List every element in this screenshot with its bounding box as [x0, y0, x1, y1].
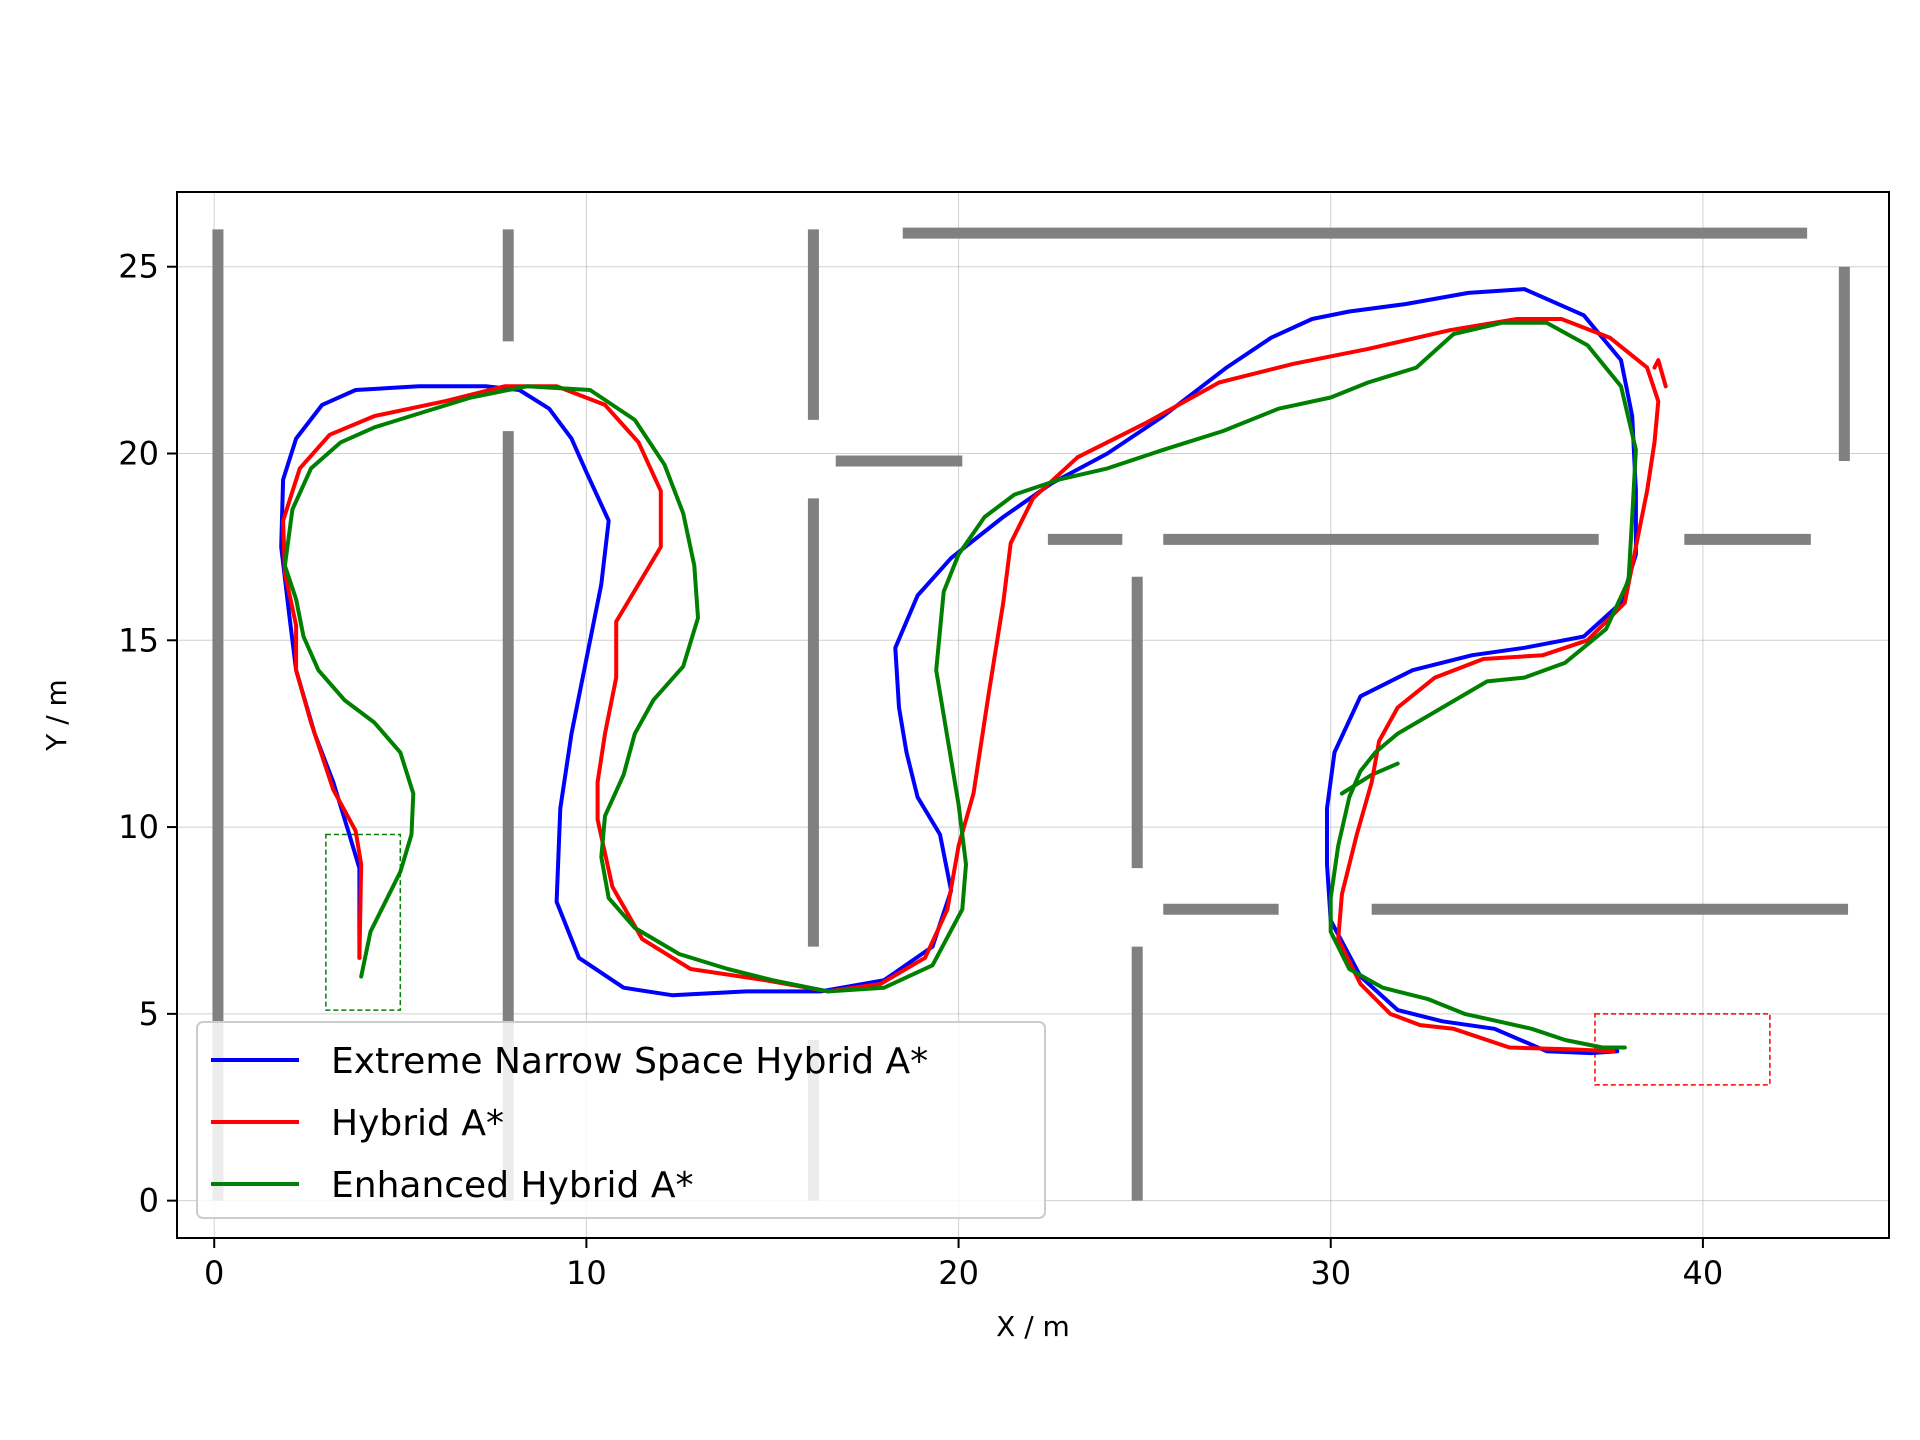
y-tick-label: 0 — [139, 1182, 159, 1220]
target-zone — [325, 833, 402, 1011]
y-axis-label: Y / m — [40, 679, 73, 752]
x-tick-label: 40 — [1683, 1254, 1724, 1292]
y-tick-label: 10 — [118, 808, 159, 846]
legend-box — [196, 1021, 1046, 1219]
x-axis-label: X / m — [996, 1310, 1070, 1343]
y-tick-label: 25 — [118, 248, 159, 286]
y-tick-label: 15 — [118, 621, 159, 659]
legend-label-narrow-space: Extreme Narrow Space Hybrid A* — [331, 1041, 928, 1082]
series-line-1 — [281, 317, 1661, 1054]
legend-label-enhanced: Enhanced Hybrid A* — [331, 1165, 693, 1206]
y-tick-label: 20 — [118, 435, 159, 473]
legend: Extreme Narrow Space Hybrid A* Hybrid A*… — [196, 1021, 1046, 1219]
series-line-0 — [279, 287, 1638, 1056]
x-tick-label: 30 — [1310, 1254, 1351, 1292]
x-tick-label: 10 — [566, 1254, 607, 1292]
reverse-segment — [1652, 358, 1668, 389]
series-line-2 — [282, 320, 1638, 1050]
legend-label-hybrid: Hybrid A* — [331, 1103, 504, 1144]
y-tick-label: 5 — [139, 995, 159, 1033]
x-tick-label: 20 — [938, 1254, 979, 1292]
axis-ticks: 0 10 20 30 40 0 5 10 15 20 25 — [118, 248, 1723, 1292]
trajectory-series — [279, 287, 1668, 1056]
x-tick-label: 0 — [204, 1254, 224, 1292]
plot-frame — [176, 191, 1890, 1239]
